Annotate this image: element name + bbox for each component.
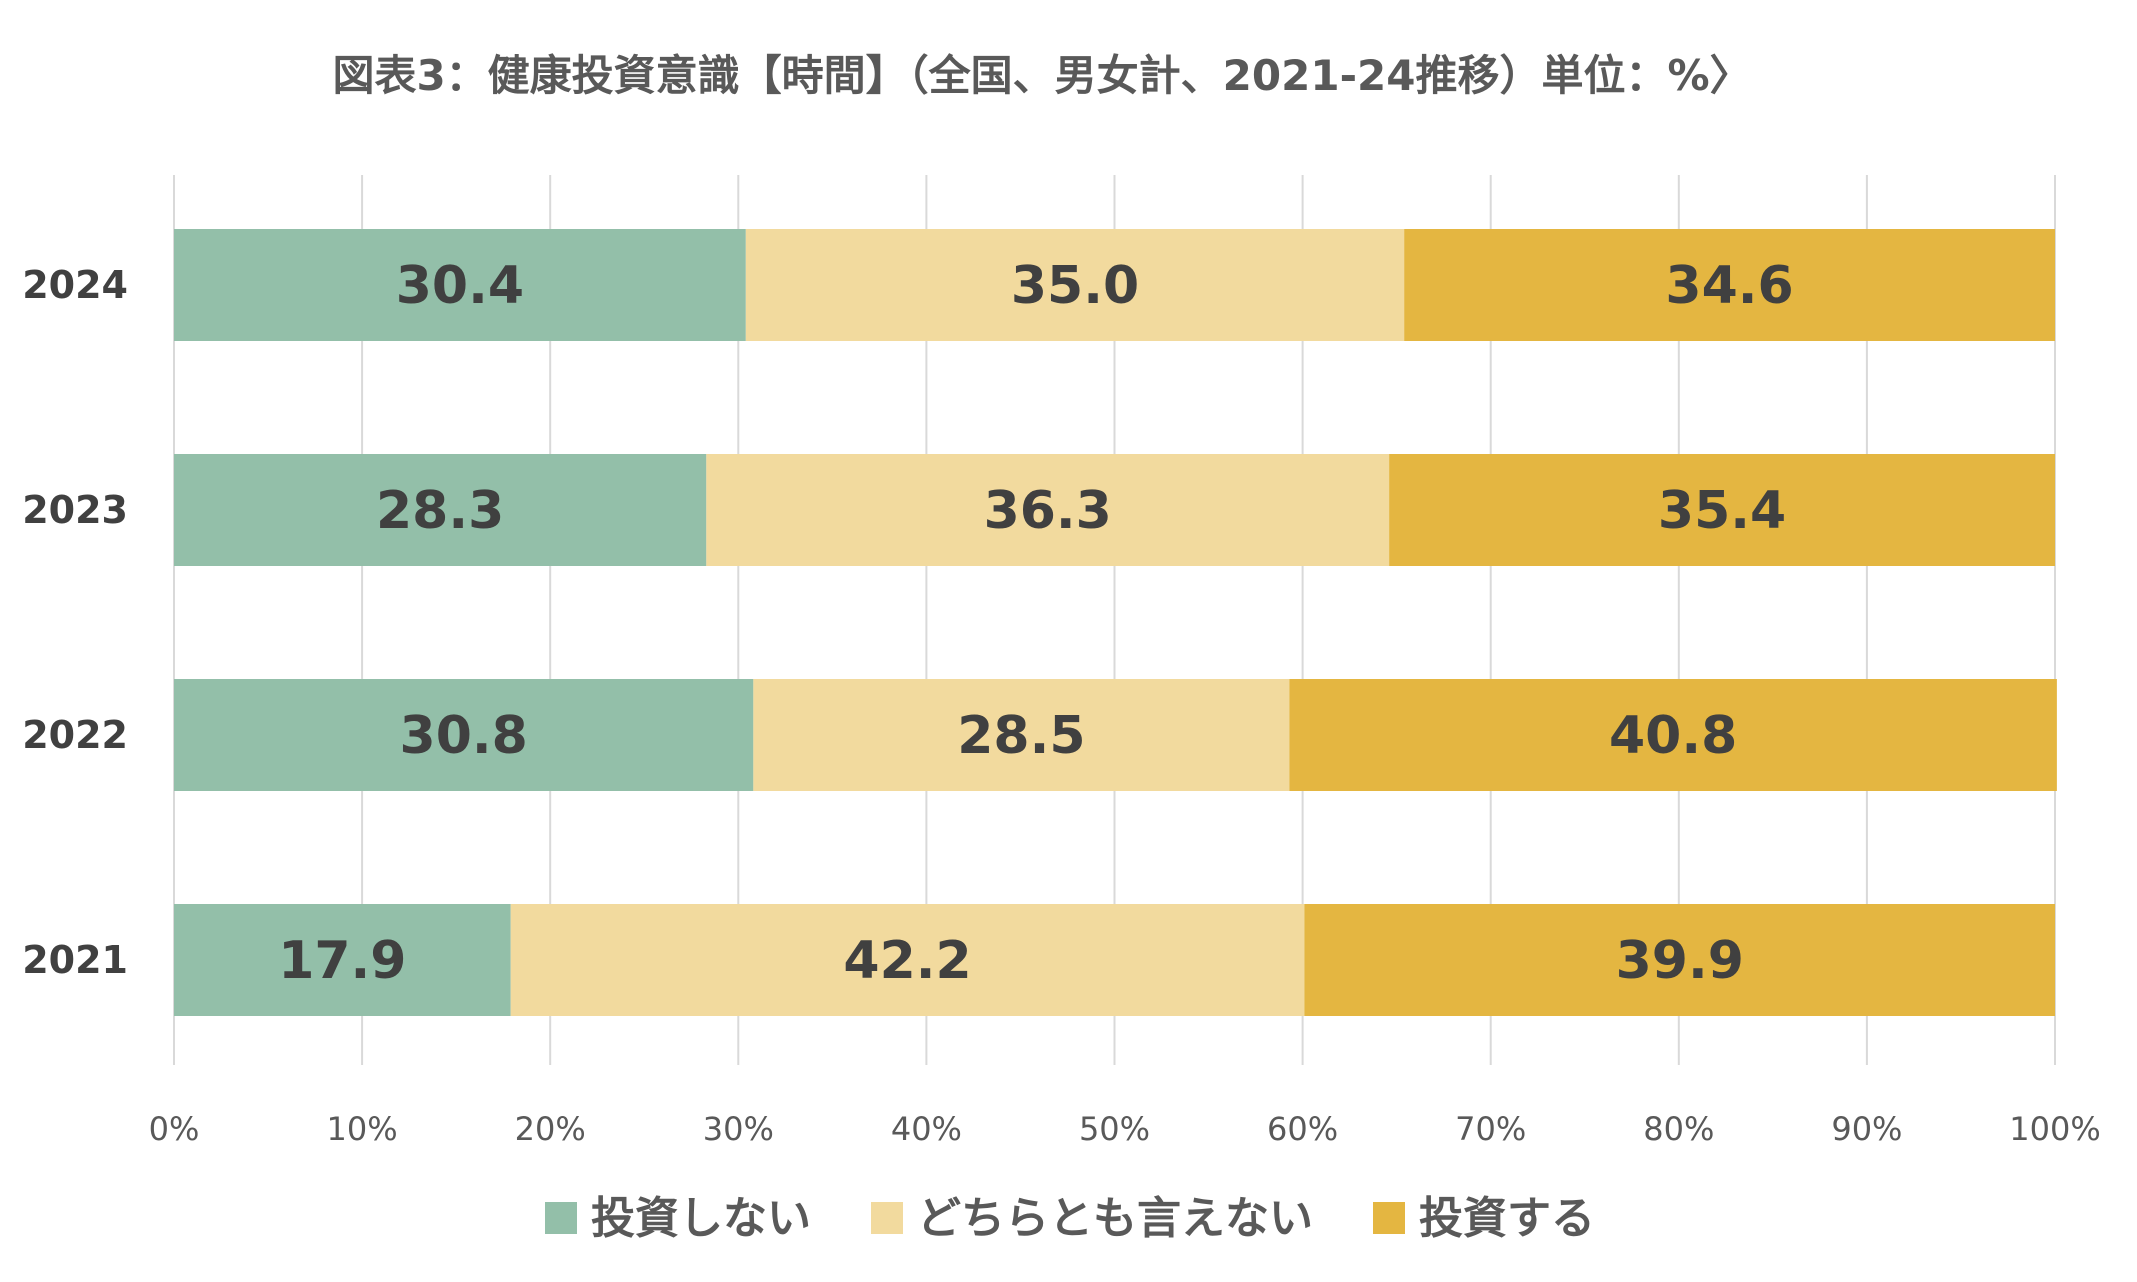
bar-segment [745,229,1405,341]
data-label: 28.5 [957,706,1085,766]
bar-segment [510,904,1305,1016]
data-label: 34.6 [1665,256,1793,316]
data-label: 36.3 [984,481,1112,541]
x-tick-label: 50% [1079,1110,1150,1148]
bar-segment [174,229,746,341]
legend-swatch [545,1202,577,1234]
legend-label: 投資する [1419,1193,1595,1244]
legend: 投資しない どちらとも言えない 投資する [545,1193,1595,1244]
x-tick-label: 10% [327,1110,398,1148]
x-tick-label: 70% [1455,1110,1526,1148]
y-tick-label: 2022 [22,713,128,757]
legend-swatch [1373,1202,1405,1234]
legend-swatch [871,1202,903,1234]
data-label: 35.0 [1011,256,1139,316]
x-tick-label: 90% [1831,1110,1902,1148]
bar-segment [1289,679,2057,791]
x-tick-label: 40% [891,1110,962,1148]
y-tick-label: 2021 [22,938,128,982]
bar-segment [174,904,511,1016]
bar-segment [1404,229,2055,341]
bar-segment [174,679,754,791]
chart-title: 図表3：健康投資意識【時間】（全国、男女計、2021-24推移）単位：%〉 [332,51,1751,100]
legend-label: どちらとも言えない [917,1193,1313,1244]
x-axis-tick-labels: 0% 10% 20% 30% 40% 50% 60% 70% 80% 90% 100% [149,1110,2101,1148]
x-tick-label: 20% [515,1110,586,1148]
y-tick-label: 2024 [22,263,128,307]
legend-label: 投資しない [591,1193,811,1244]
y-axis-tick-labels: 2024 2023 2022 2021 [22,263,128,982]
data-label: 42.2 [843,931,971,991]
data-label: 28.3 [376,481,504,541]
x-tick-label: 0% [149,1110,200,1148]
bars [174,229,2057,1016]
bar-segment [174,454,707,566]
data-label: 30.4 [396,256,524,316]
data-label: 30.8 [400,706,528,766]
x-tick-label: 80% [1643,1110,1714,1148]
data-label: 17.9 [278,931,406,991]
data-label: 39.9 [1616,931,1744,991]
bar-segment [1389,454,2055,566]
x-tick-label: 100% [2009,1110,2100,1148]
bar-segment [753,679,1290,791]
data-label: 40.8 [1609,706,1737,766]
y-tick-label: 2023 [22,488,128,532]
x-tick-label: 30% [703,1110,774,1148]
data-label: 35.4 [1658,481,1786,541]
bar-segment [706,454,1390,566]
data-labels: 30.4 35.0 34.6 28.3 36.3 35.4 30.8 28.5 40.8 17.9… [278,256,1794,991]
bar-segment [1304,904,2055,1016]
x-tick-label: 60% [1267,1110,1338,1148]
